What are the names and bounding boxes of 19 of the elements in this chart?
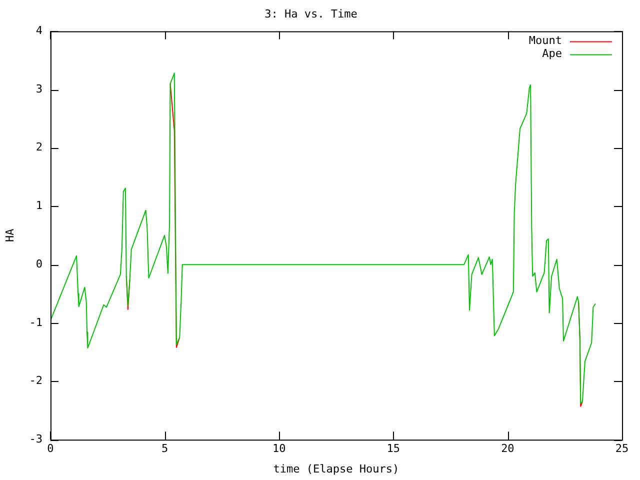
chart-title: 3: Ha vs. Time bbox=[264, 7, 358, 20]
y-tick-label: -3 bbox=[29, 432, 42, 446]
x-tick-label: 15 bbox=[386, 442, 400, 456]
x-tick-label: 0 bbox=[47, 442, 54, 456]
x-axis-title: time (Elapse Hours) bbox=[273, 462, 400, 476]
x-tick-label: 25 bbox=[615, 442, 629, 456]
y-tick-label: -2 bbox=[29, 374, 42, 388]
legend-label: Mount bbox=[528, 34, 562, 48]
y-tick-label: 3 bbox=[36, 82, 42, 96]
y-tick-label: 0 bbox=[36, 257, 42, 270]
y-tick-label: 1 bbox=[36, 199, 42, 212]
x-tick-label: 20 bbox=[501, 442, 514, 456]
legend-label: Ape bbox=[542, 47, 562, 60]
y-tick-label: 4 bbox=[36, 24, 43, 38]
y-axis-title: HA bbox=[3, 228, 16, 242]
x-tick-label: 5 bbox=[161, 442, 168, 456]
x-tick-label: 10 bbox=[272, 442, 286, 456]
y-tick-label: -1 bbox=[29, 316, 42, 329]
y-tick-label: 2 bbox=[36, 140, 42, 154]
